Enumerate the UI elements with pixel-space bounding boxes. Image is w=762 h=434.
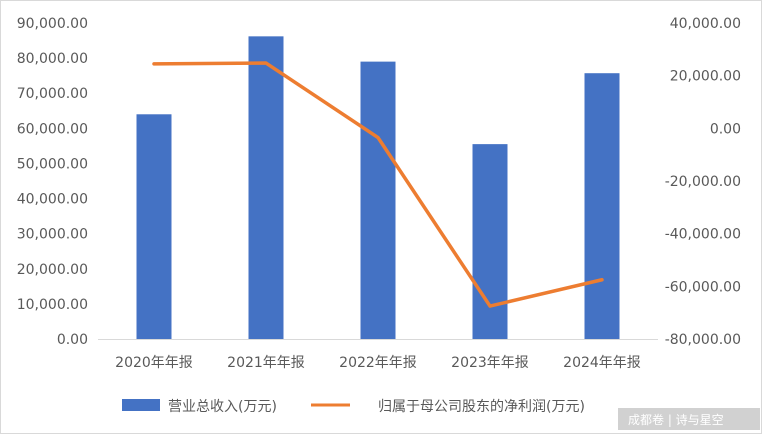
point-net-profit [376,136,380,140]
y-left-tick-label: 10,000.00 [17,297,88,313]
x-category-label: 2021年年报 [227,355,305,371]
point-net-profit [488,304,492,308]
point-net-profit [152,62,156,66]
y-right-tick-label: -20,000.00 [665,174,741,190]
y-left-tick-label: 70,000.00 [17,86,88,102]
x-category-label: 2020年年报 [115,355,193,371]
bar-revenue [136,114,172,340]
bar-revenue [360,61,396,339]
bar-revenue [248,36,284,339]
watermark-background [618,408,760,430]
y-right-tick-label: -60,000.00 [665,279,741,295]
bar-revenue [472,144,508,339]
bars-layer [136,36,620,340]
y-left-tick-label: 20,000.00 [17,262,88,278]
y-left-tick-label: 30,000.00 [17,227,88,243]
watermark-text: 成都卷 | 诗与星空 [628,412,724,427]
y-right-tick-label: -80,000.00 [665,332,741,348]
y-left-tick-label: 90,000.00 [17,16,88,32]
y-left-tick-label: 40,000.00 [17,192,88,208]
y-right-tick-label: -40,000.00 [665,227,741,243]
y-left-tick-label: 60,000.00 [17,121,88,137]
legend-swatch-revenue [122,399,160,411]
legend-label-net-profit: 归属于母公司股东的净利润(万元) [378,398,585,415]
legend: 营业总收入(万元) 归属于母公司股东的净利润(万元) [122,398,585,415]
bar-revenue [584,73,620,339]
point-net-profit [264,61,268,65]
legend-label-revenue: 营业总收入(万元) [168,399,277,415]
point-net-profit [600,278,604,282]
y-right-tick-label: 20,000.00 [670,69,741,85]
x-category-label: 2023年年报 [451,355,529,371]
x-category-label: 2024年年报 [563,355,641,371]
axes-layer: 0.00 10,000.00 20,000.00 30,000.00 40,000.00… [17,16,741,371]
line-layer [152,61,604,308]
x-category-label: 2022年年报 [339,355,417,371]
y-left-tick-label: 0.00 [57,332,88,348]
y-right-tick-label: 40,000.00 [670,16,741,32]
y-left-tick-label: 80,000.00 [17,51,88,67]
y-right-tick-label: 0.00 [710,121,741,137]
y-left-tick-label: 50,000.00 [17,156,88,172]
